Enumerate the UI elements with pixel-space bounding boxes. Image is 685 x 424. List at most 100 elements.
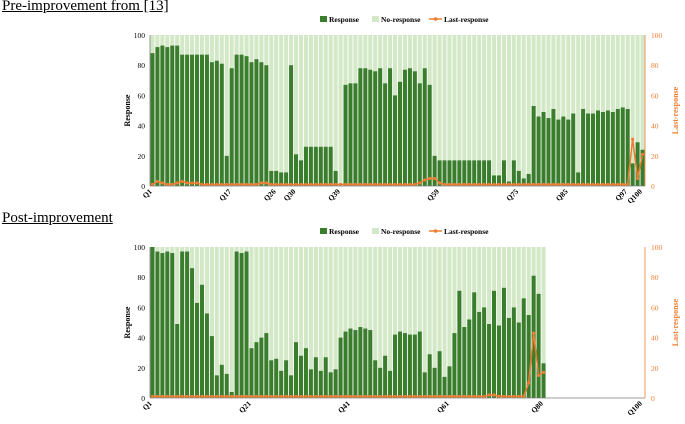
legend-label: No-response xyxy=(381,15,421,24)
response-bar xyxy=(501,287,506,398)
response-bar xyxy=(298,160,304,186)
last-response-point xyxy=(249,394,254,399)
last-response-point xyxy=(472,394,476,399)
no-response-bar xyxy=(551,35,556,109)
last-response-point xyxy=(492,182,496,187)
last-response-point xyxy=(210,394,214,399)
no-response-bar xyxy=(467,35,472,161)
no-response-bar xyxy=(224,35,229,156)
response-bar xyxy=(313,146,318,186)
no-response-bar xyxy=(328,35,333,147)
y-tick-label-right: 0 xyxy=(651,394,655,403)
no-response-bar xyxy=(501,247,506,288)
no-response-bar xyxy=(546,35,551,119)
last-response-point xyxy=(606,182,610,187)
no-response-bar xyxy=(368,35,373,70)
no-response-bar xyxy=(229,35,234,69)
response-bar xyxy=(343,331,348,398)
last-response-point xyxy=(230,394,234,399)
y-tick-label-left: 60 xyxy=(138,303,146,312)
response-bar xyxy=(264,333,269,398)
response-bar xyxy=(492,290,497,398)
last-response-point xyxy=(571,182,575,187)
no-response-bar xyxy=(506,247,511,318)
response-bar xyxy=(348,83,353,186)
no-response-bar xyxy=(368,247,373,331)
last-response-point xyxy=(457,182,461,187)
last-response-point xyxy=(150,394,155,399)
no-response-bar xyxy=(412,35,417,72)
last-response-point xyxy=(279,182,283,187)
last-response-point xyxy=(507,394,511,399)
response-bar xyxy=(254,342,259,398)
response-bar xyxy=(417,83,422,186)
response-bar xyxy=(373,360,378,398)
response-bar xyxy=(348,328,353,398)
no-response-bar xyxy=(195,35,200,55)
y-tick-label-left: 20 xyxy=(138,152,146,161)
response-bar xyxy=(353,83,358,186)
no-response-bar xyxy=(204,247,209,314)
no-response-bar xyxy=(308,35,313,147)
last-response-point xyxy=(304,394,308,399)
no-response-bar xyxy=(284,35,289,173)
response-bar xyxy=(397,331,403,398)
response-bar xyxy=(264,65,269,186)
last-response-point xyxy=(324,394,328,399)
response-bar xyxy=(378,367,383,398)
x-tick-label: Q75 xyxy=(504,187,520,203)
last-response-point xyxy=(368,394,372,399)
response-bar xyxy=(378,68,383,186)
last-response-point xyxy=(591,182,595,187)
no-response-bar xyxy=(536,247,541,294)
y-tick-label-right: 20 xyxy=(651,152,659,161)
legend-swatch xyxy=(372,16,379,22)
y-tick-label-right: 40 xyxy=(651,122,659,131)
last-response-point xyxy=(393,182,397,187)
last-response-point xyxy=(319,394,323,399)
no-response-bar xyxy=(199,247,205,285)
response-bar xyxy=(551,108,556,186)
no-response-bar xyxy=(338,247,343,338)
last-response-point xyxy=(393,394,397,399)
response-bar xyxy=(209,62,214,186)
no-response-bar xyxy=(313,35,318,147)
response-bar xyxy=(259,337,264,398)
no-response-bar xyxy=(452,247,457,334)
last-response-point xyxy=(249,182,254,187)
no-response-bar xyxy=(605,35,610,111)
response-bar xyxy=(294,342,299,398)
last-response-point xyxy=(442,182,447,187)
last-response-point xyxy=(368,182,372,187)
last-response-point xyxy=(398,182,402,187)
response-bar xyxy=(640,149,645,186)
no-response-bar xyxy=(432,247,437,368)
no-response-bar xyxy=(279,35,284,173)
last-response-point xyxy=(621,182,625,187)
x-tick-label: Q26 xyxy=(262,187,278,203)
no-response-bar xyxy=(472,35,477,161)
response-bar xyxy=(442,160,447,186)
no-response-bar xyxy=(358,247,363,328)
no-response-bar xyxy=(298,35,304,161)
response-bar xyxy=(298,355,304,398)
no-response-bar xyxy=(635,35,640,143)
no-response-bar xyxy=(407,247,412,335)
response-bar xyxy=(615,108,620,186)
last-response-point xyxy=(383,394,387,399)
x-tick-label: Q80 xyxy=(529,399,545,415)
response-bar xyxy=(482,307,487,398)
response-bar xyxy=(160,253,165,398)
last-response-point xyxy=(264,394,268,399)
last-response-point xyxy=(551,182,556,187)
no-response-bar xyxy=(477,247,482,312)
response-bar xyxy=(531,105,536,186)
response-bar xyxy=(591,113,596,186)
y-tick-label-left: 20 xyxy=(138,364,146,373)
last-response-point xyxy=(482,182,486,187)
last-response-point xyxy=(541,370,546,374)
no-response-bar xyxy=(625,35,630,109)
no-response-bar xyxy=(165,247,170,252)
last-response-point xyxy=(437,181,442,185)
